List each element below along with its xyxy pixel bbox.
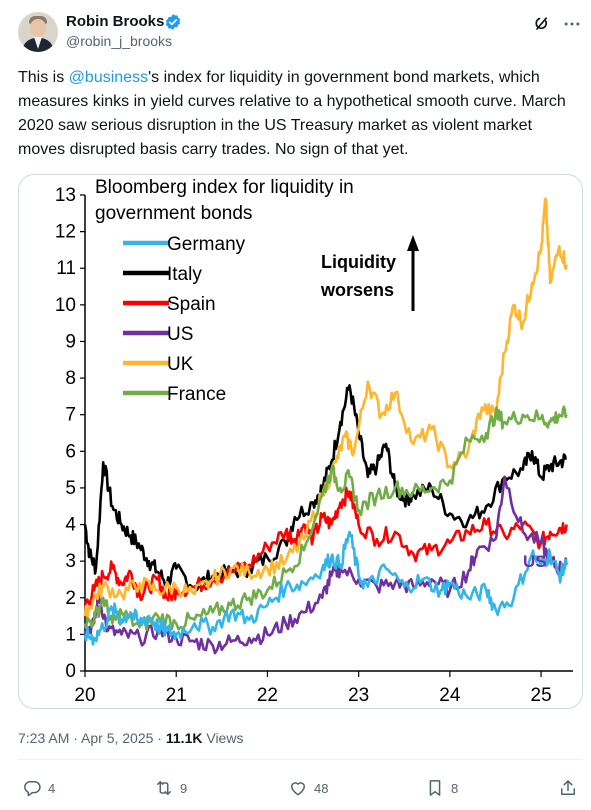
chart-image[interactable]: 0 1 2 3 4 5 6 7 8 9 10 11 12 13 20 21 22 23 24 25 Bloomber… <box>18 174 583 709</box>
y-tick-label: 9 <box>65 331 76 352</box>
us-end-label: US <box>523 552 547 571</box>
y-tick-label: 5 <box>65 478 76 499</box>
views-label: Views <box>202 730 244 746</box>
legend-label-uk: UK <box>167 354 194 375</box>
reply-button[interactable]: 4 <box>22 777 55 799</box>
chart-legend: Germany Italy Spain US UK France <box>123 234 246 405</box>
bookmark-count: 8 <box>451 780 459 796</box>
series-line-spain <box>83 486 568 606</box>
y-tick-label: 7 <box>65 405 76 426</box>
views-count: 11.1K <box>165 730 203 746</box>
y-tick-label: 3 <box>65 551 76 572</box>
x-tick-label: 23 <box>348 685 369 706</box>
series-lines <box>83 197 568 655</box>
y-tick-label: 12 <box>55 222 76 243</box>
like-count: 48 <box>314 780 329 796</box>
annotation-line1: Liquidity <box>321 252 396 272</box>
tweet-text: This is @business's index for liquidity … <box>18 66 573 162</box>
y-tick-label: 10 <box>55 295 76 316</box>
divider <box>18 759 583 760</box>
y-tick-label: 8 <box>65 368 76 389</box>
series-line-italy <box>83 384 567 592</box>
author-name[interactable]: Robin Brooks <box>66 13 165 30</box>
reply-count: 4 <box>48 780 56 796</box>
x-tick-label: 22 <box>257 685 278 706</box>
more-icon[interactable] <box>562 14 582 34</box>
avatar[interactable] <box>18 12 58 52</box>
chart-title-line2: government bonds <box>95 203 252 224</box>
legend-label-germany: Germany <box>167 234 246 255</box>
mention-link[interactable]: @business <box>68 69 149 86</box>
legend-label-france: France <box>167 384 226 405</box>
bookmark-icon <box>429 780 441 796</box>
y-tick-label: 1 <box>65 624 76 645</box>
series-line-us <box>83 475 568 655</box>
x-axis-ticks: 20 21 22 23 24 25 <box>74 671 552 706</box>
x-tick-label: 24 <box>439 685 461 706</box>
tweet-meta: 7:23 AM · Apr 5, 2025 · 11.1K Views <box>18 730 243 746</box>
y-tick-label: 0 <box>65 661 76 682</box>
avatar-shirt <box>34 37 42 49</box>
author-handle[interactable]: @robin_j_brooks <box>66 33 173 49</box>
series-line-uk <box>83 197 568 621</box>
verified-badge-icon <box>165 14 181 30</box>
series-line-germany <box>83 530 568 646</box>
y-tick-label: 6 <box>65 441 76 462</box>
y-tick-label: 4 <box>65 515 76 536</box>
arrow-head-icon <box>407 235 419 251</box>
retweet-icon <box>157 781 171 795</box>
share-icon <box>561 780 575 795</box>
reply-icon <box>24 781 41 797</box>
meta-separator: · <box>153 730 166 746</box>
y-tick-label: 2 <box>65 588 76 609</box>
share-button[interactable] <box>558 777 584 799</box>
timestamp-link[interactable]: 7:23 AM · Apr 5, 2025 <box>18 730 154 746</box>
tweet-text-after: 's index for liquidity in government bon… <box>18 69 566 158</box>
repost-count: 9 <box>180 780 188 796</box>
repost-button[interactable]: 9 <box>154 777 187 799</box>
legend-label-us: US <box>167 324 193 345</box>
grok-icon[interactable] <box>532 14 552 34</box>
x-tick-label: 20 <box>74 685 95 706</box>
tweet-text-before: This is <box>18 69 69 86</box>
chart-title-line1: Bloomberg index for liquidity in <box>95 177 354 198</box>
avatar-face <box>30 19 46 37</box>
like-button[interactable]: 48 <box>288 777 328 799</box>
legend-label-italy: Italy <box>167 264 202 285</box>
like-icon <box>291 782 305 796</box>
x-tick-label: 21 <box>166 685 187 706</box>
y-tick-label: 13 <box>55 185 76 206</box>
legend-label-spain: Spain <box>167 294 216 315</box>
y-tick-label: 11 <box>56 258 76 279</box>
x-tick-label: 25 <box>531 685 552 706</box>
annotation-line2: worsens <box>320 280 394 300</box>
bookmark-button[interactable]: 8 <box>425 777 458 799</box>
